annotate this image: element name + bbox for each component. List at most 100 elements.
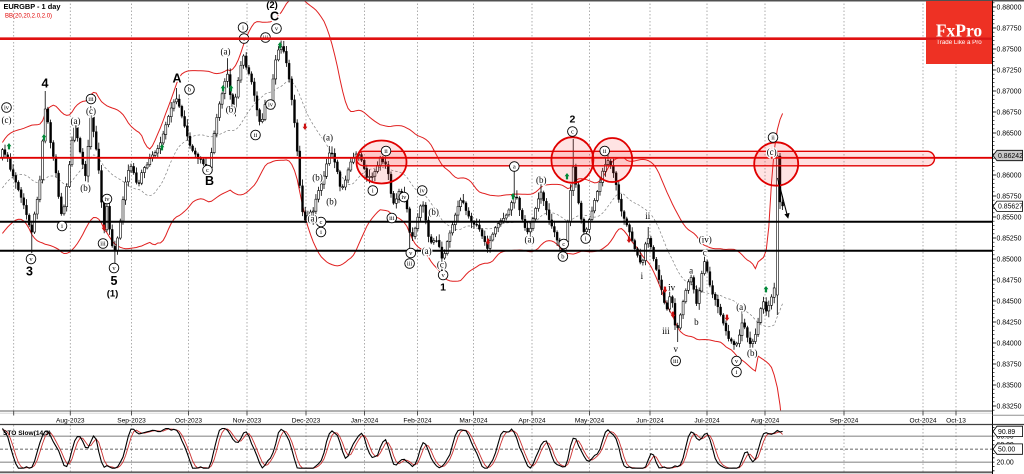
svg-text:c: c: [703, 248, 707, 258]
svg-text:0.86500: 0.86500: [997, 131, 1022, 138]
svg-text:BB(20,20,2.0,2.0): BB(20,20,2.0,2.0): [5, 14, 52, 20]
svg-text:5: 5: [111, 274, 118, 288]
svg-text:c: c: [562, 241, 565, 248]
svg-text:0.87000: 0.87000: [997, 89, 1022, 96]
svg-text:v: v: [673, 344, 678, 354]
svg-text:iii: iii: [673, 358, 679, 365]
svg-text:iv: iv: [401, 194, 407, 201]
svg-text:FxPro: FxPro: [936, 21, 983, 41]
svg-text:(a): (a): [422, 246, 432, 256]
svg-text:0.84000: 0.84000: [997, 341, 1022, 348]
svg-text:(b): (b): [226, 105, 237, 115]
svg-text:20.00: 20.00: [997, 460, 1014, 467]
svg-text:Sep-2023: Sep-2023: [117, 418, 146, 425]
svg-text:(iv): (iv): [699, 235, 712, 245]
svg-text:(c): (c): [767, 147, 777, 157]
svg-text:0.87750: 0.87750: [997, 26, 1022, 33]
svg-text:(b): (b): [312, 173, 323, 183]
svg-text:0.83500: 0.83500: [997, 383, 1022, 390]
svg-text:c: c: [206, 167, 209, 174]
svg-text:iv: iv: [668, 283, 676, 293]
svg-text:Aug-2024: Aug-2024: [751, 418, 780, 425]
svg-text:(c): (c): [86, 106, 96, 116]
svg-text:i: i: [242, 25, 244, 32]
svg-text:Sep-2024: Sep-2024: [830, 418, 859, 425]
svg-text:0.84500: 0.84500: [997, 299, 1022, 306]
svg-text:(a): (a): [308, 214, 318, 224]
svg-text:v: v: [275, 26, 279, 33]
svg-text:iii: iii: [389, 215, 395, 222]
svg-text:Feb-2024: Feb-2024: [403, 418, 432, 425]
svg-text:i: i: [320, 229, 322, 236]
svg-text:0.83250: 0.83250: [997, 404, 1022, 411]
svg-text:v: v: [441, 272, 445, 279]
svg-text:i: i: [736, 369, 738, 376]
svg-text:i: i: [641, 271, 644, 281]
svg-text:Oct-2024: Oct-2024: [909, 418, 936, 425]
svg-text:90.89: 90.89: [998, 429, 1015, 436]
svg-text:EURGBP - 1 day: EURGBP - 1 day: [4, 2, 62, 11]
svg-text:b: b: [561, 254, 564, 261]
svg-text:(b): (b): [536, 175, 547, 185]
svg-text:0.84750: 0.84750: [997, 278, 1022, 285]
svg-text:(a): (a): [323, 133, 333, 143]
svg-text:(c): (c): [2, 115, 12, 125]
svg-text:iii: iii: [88, 96, 94, 103]
svg-text:2: 2: [569, 113, 575, 125]
svg-text:ii: ii: [603, 148, 607, 155]
svg-text:v: v: [29, 256, 33, 263]
svg-text:0.84250: 0.84250: [997, 320, 1022, 327]
svg-text:0.85500: 0.85500: [997, 215, 1022, 222]
svg-text:v: v: [409, 250, 413, 257]
svg-text:0.83750: 0.83750: [997, 362, 1022, 369]
svg-text:Oct-2023: Oct-2023: [175, 418, 202, 425]
svg-text:iii: iii: [100, 241, 106, 248]
svg-text:0.86750: 0.86750: [997, 110, 1022, 117]
svg-text:a: a: [513, 164, 516, 171]
svg-text:Dec-2023: Dec-2023: [292, 418, 321, 425]
svg-text:v: v: [112, 265, 116, 272]
svg-text:A: A: [172, 72, 181, 86]
svg-text:(1): (1): [107, 289, 119, 300]
svg-text:i: i: [61, 223, 63, 230]
svg-text:(a): (a): [525, 235, 535, 245]
svg-text:(a): (a): [736, 302, 746, 312]
svg-text:Oct-13: Oct-13: [946, 418, 966, 425]
svg-text:i: i: [372, 188, 374, 195]
svg-text:i: i: [585, 236, 587, 243]
svg-text:0.85000: 0.85000: [997, 257, 1022, 264]
svg-text:3: 3: [26, 265, 33, 279]
svg-text:(2): (2): [266, 0, 278, 11]
svg-text:0.88000: 0.88000: [997, 5, 1022, 12]
svg-text:4: 4: [42, 77, 49, 91]
svg-text:(c): (c): [437, 260, 447, 270]
svg-text:Apr-2024: Apr-2024: [518, 418, 545, 425]
svg-text:Jun-2024: Jun-2024: [636, 418, 664, 425]
svg-text:Mar-2024: Mar-2024: [459, 418, 488, 425]
svg-text:c: c: [320, 219, 323, 226]
svg-text:Nov-2023: Nov-2023: [233, 418, 262, 425]
svg-text:C: C: [270, 10, 279, 24]
svg-text:iii: iii: [407, 261, 413, 268]
svg-text:0.86000: 0.86000: [997, 173, 1022, 180]
svg-text:80.00: 80.00: [997, 434, 1014, 441]
svg-text:0.87500: 0.87500: [997, 47, 1022, 54]
svg-text:1: 1: [440, 281, 446, 293]
svg-text:iv: iv: [268, 102, 274, 109]
svg-text:a: a: [689, 266, 693, 276]
svg-text:0.86242: 0.86242: [998, 153, 1023, 160]
svg-text:ii: ii: [771, 135, 775, 142]
svg-text:v: v: [735, 358, 739, 365]
svg-text:(a): (a): [71, 116, 81, 126]
svg-text:B: B: [205, 174, 214, 188]
svg-text:(a): (a): [221, 47, 231, 57]
svg-text:Aug-2023: Aug-2023: [56, 418, 85, 425]
svg-text:(b): (b): [747, 348, 758, 358]
svg-text:c: c: [571, 129, 574, 136]
svg-text:STO Slow(14,3): STO Slow(14,3): [3, 430, 51, 437]
svg-text:iv: iv: [104, 196, 110, 203]
svg-text:Trade Like a Pro: Trade Like a Pro: [936, 39, 982, 46]
svg-text:(b): (b): [80, 183, 91, 193]
svg-text:(b): (b): [326, 197, 337, 207]
svg-text:b: b: [694, 317, 699, 327]
